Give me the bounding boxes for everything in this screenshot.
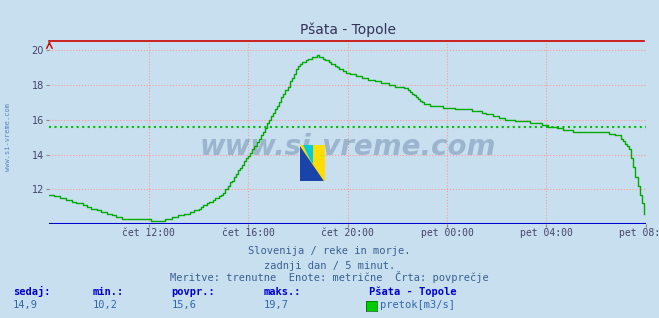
Text: 19,7: 19,7 <box>264 301 289 310</box>
Text: 15,6: 15,6 <box>171 301 196 310</box>
Polygon shape <box>300 145 325 181</box>
Text: min.:: min.: <box>92 287 123 297</box>
Text: 10,2: 10,2 <box>92 301 117 310</box>
Text: 14,9: 14,9 <box>13 301 38 310</box>
Text: Slovenija / reke in morje.: Slovenija / reke in morje. <box>248 246 411 256</box>
Text: Meritve: trenutne  Enote: metrične  Črta: povprečje: Meritve: trenutne Enote: metrične Črta: … <box>170 272 489 283</box>
Text: zadnji dan / 5 minut.: zadnji dan / 5 minut. <box>264 261 395 271</box>
Text: www.si-vreme.com: www.si-vreme.com <box>5 103 11 171</box>
Title: Pšata - Topole: Pšata - Topole <box>300 23 395 38</box>
Text: povpr.:: povpr.: <box>171 287 215 297</box>
Text: www.si-vreme.com: www.si-vreme.com <box>200 133 496 162</box>
Text: maks.:: maks.: <box>264 287 301 297</box>
Text: Pšata - Topole: Pšata - Topole <box>369 287 457 297</box>
Text: sedaj:: sedaj: <box>13 286 51 297</box>
Text: pretok[m3/s]: pretok[m3/s] <box>380 301 455 310</box>
Polygon shape <box>300 145 325 181</box>
Polygon shape <box>304 145 312 163</box>
